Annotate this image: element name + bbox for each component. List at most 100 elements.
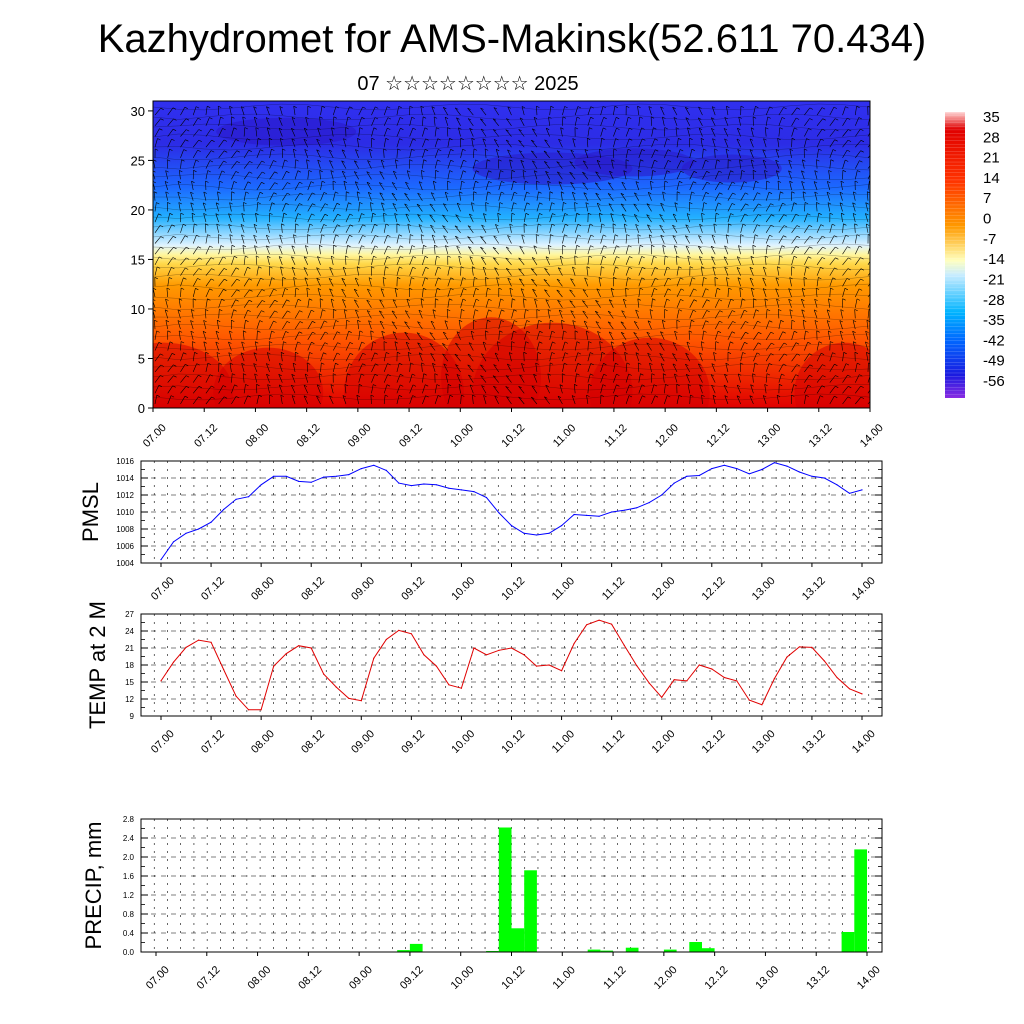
wind-barb-flag (865, 213, 869, 216)
wind-barb-flag (711, 128, 715, 131)
wind-barb (698, 106, 703, 116)
wind-barb (842, 223, 844, 233)
wind-barb-flag (563, 330, 567, 333)
y-tick-label: 1014 (116, 474, 134, 483)
wind-barb (740, 321, 746, 330)
wind-barb (699, 224, 703, 233)
wind-barb (473, 159, 476, 169)
wind-barb-flag (291, 128, 295, 131)
wind-barb-flag (323, 352, 327, 355)
wind-barb-flag (399, 266, 403, 269)
wind-barb-flag (638, 170, 642, 173)
wind-barb-flag (680, 277, 684, 280)
temp-data-point (773, 678, 776, 680)
wind-barb-flag (628, 116, 632, 119)
wind-barb-flag (400, 127, 404, 130)
colorbar-tick-label: -14 (983, 251, 1005, 268)
wind-barb-flag (354, 299, 358, 302)
precip-bar (397, 950, 410, 952)
wind-barb (689, 160, 694, 169)
wind-barb-flag (698, 245, 702, 248)
wind-barb (724, 138, 729, 148)
wind-barb-flag (833, 106, 838, 109)
wind-barb-flag (646, 342, 650, 345)
wind-barb-flag (763, 138, 767, 141)
wind-barb (740, 224, 744, 233)
wind-barb-flag (599, 148, 603, 151)
wind-barb-flag (635, 309, 639, 312)
wind-barb-flag (198, 374, 202, 377)
wind-barb-flag (803, 319, 807, 322)
wind-barb (356, 395, 360, 405)
wind-barb (826, 309, 831, 319)
wind-barb-flag (481, 224, 485, 227)
wind-barb-flag (700, 138, 705, 141)
wind-barb-flag (303, 267, 308, 270)
wind-barb-flag (219, 309, 223, 312)
wind-barb-flag (245, 255, 249, 258)
wind-barb (842, 396, 849, 405)
wind-barb (867, 293, 870, 298)
wind-barb (167, 375, 174, 383)
wind-barb-flag (386, 352, 390, 355)
wind-barb (180, 118, 187, 126)
wind-barb (180, 277, 184, 287)
wind-barb (789, 277, 792, 287)
x-tick-label: 07.00 (144, 964, 172, 992)
wind-barb-flag (444, 320, 449, 323)
wind-barb-flag (775, 277, 780, 280)
wind-barb (585, 330, 589, 340)
wind-barb-flag (806, 138, 810, 141)
wind-barb (556, 278, 563, 287)
wind-barb (750, 127, 754, 137)
wind-barb (867, 181, 870, 191)
wind-barb-flag (796, 364, 800, 367)
wind-barb (231, 256, 235, 265)
wind-barb (422, 277, 426, 287)
wind-barb-flag (375, 106, 379, 109)
wind-barb (789, 149, 792, 158)
wind-barb-flag (793, 255, 798, 258)
pmsl-data-point (410, 485, 412, 487)
wind-barb (778, 225, 785, 233)
x-tick-label: 10.12 (499, 728, 527, 756)
wind-barb (829, 246, 836, 255)
wind-barb-flag (723, 128, 728, 131)
wind-barb (587, 127, 590, 137)
wind-barb (737, 277, 741, 287)
wind-barb-flag (603, 363, 607, 366)
wind-barb-flag (857, 170, 861, 173)
wind-barb (383, 223, 387, 233)
y-tick-label: 10 (131, 302, 145, 317)
wind-barb (791, 107, 798, 116)
wind-barb-flag (246, 138, 251, 141)
wind-barb-flag (349, 363, 353, 366)
wind-barb (804, 330, 806, 340)
wind-barb (167, 267, 172, 276)
wind-barb-flag (349, 224, 354, 227)
wind-barb-flag (609, 299, 613, 302)
wind-barb-flag (564, 106, 568, 109)
wind-barb-flag (672, 213, 677, 216)
x-tick-label: 08.00 (249, 728, 277, 756)
wind-barb-flag (756, 352, 761, 355)
wind-barb-flag (738, 116, 742, 119)
wind-barb-flag (569, 289, 573, 292)
wind-barb (493, 139, 500, 148)
wind-barb-flag (449, 394, 454, 397)
wind-barb (511, 330, 514, 340)
wind-barb (702, 310, 707, 319)
wind-barb (228, 213, 232, 223)
wind-barb-flag (443, 203, 447, 206)
wind-barb-flag (495, 224, 499, 227)
wind-barb (725, 234, 729, 244)
wind-barb (218, 181, 220, 191)
wind-barb-flag (496, 277, 500, 280)
wind-barb-flag (425, 138, 429, 141)
wind-barb (154, 236, 162, 244)
wind-barb-flag (848, 257, 852, 260)
wind-barb (205, 170, 208, 180)
wind-barb-flag (497, 212, 501, 215)
wind-barb-flag (818, 148, 822, 151)
